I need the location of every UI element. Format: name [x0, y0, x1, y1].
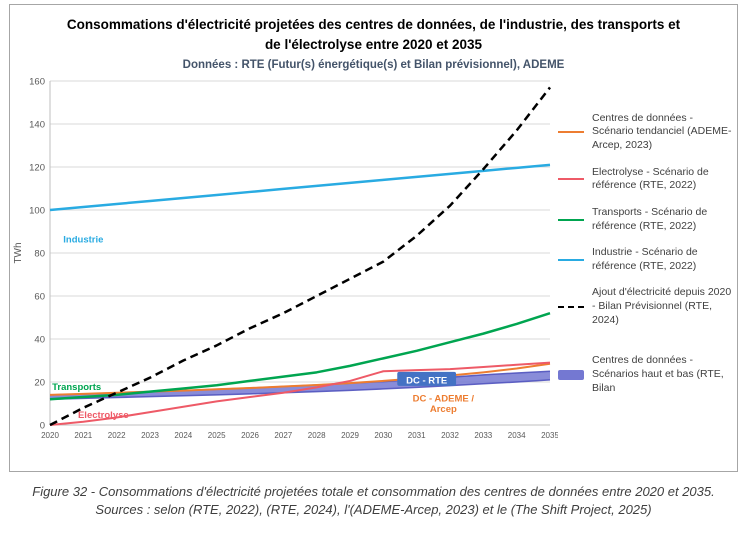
legend-item-1: Electrolyse - Scénario de référence (RTE…: [558, 166, 734, 193]
svg-text:TWh: TWh: [13, 242, 24, 263]
svg-text:Electrolyse: Electrolyse: [78, 409, 129, 420]
svg-text:2033: 2033: [474, 431, 492, 440]
svg-text:0: 0: [40, 420, 45, 431]
svg-text:140: 140: [29, 119, 45, 130]
legend-label: Transports - Scénario de référence (RTE,…: [592, 205, 708, 232]
svg-text:2030: 2030: [374, 431, 392, 440]
legend-swatch: [558, 178, 584, 181]
legend-swatch: [558, 218, 584, 221]
svg-text:2022: 2022: [108, 431, 126, 440]
svg-text:2031: 2031: [408, 431, 426, 440]
svg-text:Industrie: Industrie: [63, 234, 103, 245]
svg-text:100: 100: [29, 205, 45, 216]
legend-swatch: [558, 305, 584, 308]
svg-text:20: 20: [34, 377, 45, 388]
legend-label: Ajout d'électricité depuis 2020 - Bilan …: [592, 286, 732, 326]
legend-item-0: Centres de données - Scénario tendanciel…: [558, 112, 734, 153]
svg-text:160: 160: [29, 76, 45, 87]
svg-text:DC - RTE: DC - RTE: [406, 375, 447, 386]
svg-text:80: 80: [34, 248, 45, 259]
legend-label: Electrolyse - Scénario de référence (RTE…: [592, 165, 709, 192]
svg-text:2023: 2023: [141, 431, 159, 440]
svg-text:2035: 2035: [541, 431, 558, 440]
legend-item-3: Industrie - Scénario de référence (RTE, …: [558, 246, 734, 273]
svg-text:Transports: Transports: [52, 381, 101, 392]
legend-item-4: Ajout d'électricité depuis 2020 - Bilan …: [558, 286, 734, 327]
svg-text:2029: 2029: [341, 431, 359, 440]
svg-text:2027: 2027: [274, 431, 292, 440]
svg-text:2025: 2025: [208, 431, 226, 440]
chart-legend: Centres de données - Scénario tendanciel…: [558, 112, 736, 396]
svg-text:DC - ADEME /: DC - ADEME /: [413, 393, 475, 404]
svg-text:2028: 2028: [308, 431, 326, 440]
legend-label: Industrie - Scénario de référence (RTE, …: [592, 246, 698, 272]
figure-panel: Consommations d'électricité projetées de…: [9, 4, 738, 472]
chart-title: Consommations d'électricité projetées de…: [66, 17, 681, 53]
legend-label: Centres de données - Scénarios haut et b…: [592, 354, 724, 394]
caption-sources-line: Sources : selon (RTE, 2022), (RTE, 2024)…: [95, 502, 652, 518]
line-chart: 0 20 40 60 80 100 120 140 160 2020 2021 2022 2023 202…: [13, 76, 558, 440]
chart-subtitle: Données : RTE (Futur(s) énergétique(s) e…: [182, 58, 565, 71]
svg-text:Arcep: Arcep: [430, 404, 457, 415]
chart-area: 0 20 40 60 80 100 120 140 160 2020 2021 2022 2023 202…: [10, 73, 737, 455]
svg-text:2032: 2032: [441, 431, 459, 440]
legend-swatch: [558, 369, 584, 380]
legend-label: Centres de données - Scénario tendanciel…: [592, 111, 732, 151]
svg-text:60: 60: [34, 291, 45, 302]
svg-text:2021: 2021: [74, 431, 92, 440]
caption-figure-line: Figure 32 - Consommations d'électricité …: [32, 484, 715, 499]
svg-text:2034: 2034: [508, 431, 526, 440]
legend-swatch: [558, 131, 584, 134]
svg-text:120: 120: [29, 162, 45, 173]
svg-text:2024: 2024: [174, 431, 192, 440]
legend-item-5: Centres de données - Scénarios haut et b…: [558, 354, 734, 395]
svg-text:2026: 2026: [241, 431, 259, 440]
legend-swatch: [558, 258, 584, 261]
svg-text:40: 40: [34, 334, 45, 345]
legend-item-2: Transports - Scénario de référence (RTE,…: [558, 206, 734, 233]
svg-text:2020: 2020: [41, 431, 59, 440]
figure-caption: Figure 32 - Consommations d'électricité …: [9, 483, 738, 519]
